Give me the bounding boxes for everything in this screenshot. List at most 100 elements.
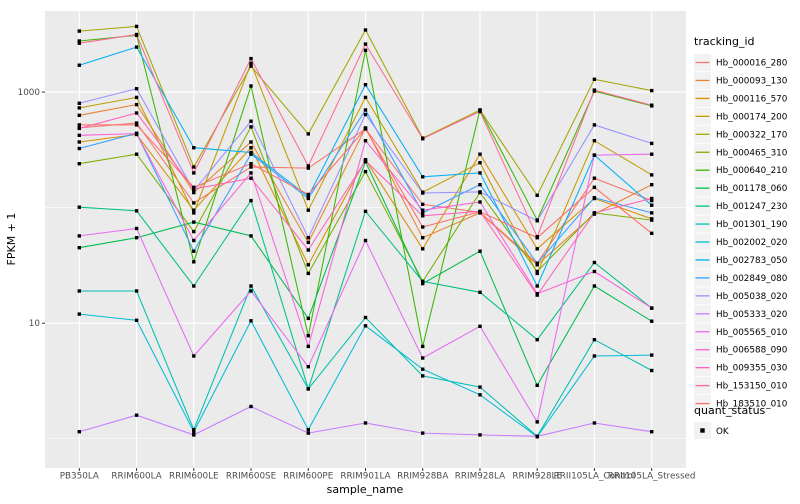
data-point [134, 318, 139, 322]
data-point [421, 191, 425, 195]
data-point [77, 146, 81, 151]
data-point [535, 247, 539, 251]
legend-title: tracking_id [694, 35, 755, 48]
data-point [363, 238, 368, 243]
legend-item-label: Hb_000174_200 [716, 112, 788, 122]
data-point [306, 271, 310, 276]
data-point [306, 344, 310, 349]
data-point [249, 152, 253, 156]
data-point [363, 315, 368, 320]
data-point [249, 140, 253, 144]
data-point [592, 196, 597, 200]
data-point [363, 48, 368, 52]
data-point [421, 356, 425, 360]
legend-item-label: Hb_002783_050 [716, 256, 788, 266]
data-point [306, 166, 310, 170]
data-point [650, 231, 654, 235]
data-point [192, 354, 196, 358]
data-point [77, 140, 81, 144]
data-point [650, 198, 654, 203]
data-point [363, 127, 368, 131]
data-point [478, 433, 482, 437]
data-point [535, 271, 539, 276]
data-point [249, 234, 253, 238]
data-point [249, 289, 253, 293]
data-point [363, 421, 368, 425]
data-point [592, 338, 597, 342]
data-point [478, 190, 482, 194]
data-point [249, 198, 253, 203]
data-point [306, 196, 310, 201]
data-point [421, 344, 425, 349]
legend-item-label: Hb_000465_310 [716, 148, 788, 158]
data-point [306, 387, 310, 391]
data-point [478, 385, 482, 389]
legend-item-label: Hb_000093_130 [716, 76, 788, 86]
data-point [363, 139, 368, 143]
data-point [249, 84, 253, 88]
x-tick-label: RRIM600LE [169, 472, 219, 482]
data-point [478, 200, 482, 204]
data-point [249, 171, 253, 175]
data-point [192, 146, 196, 150]
data-point [77, 63, 81, 67]
data-point [134, 413, 139, 417]
data-point [650, 430, 654, 434]
data-point [421, 214, 425, 218]
data-point [249, 404, 253, 409]
data-point [363, 112, 368, 117]
data-point [192, 190, 196, 195]
data-point [134, 123, 139, 127]
data-point [249, 176, 253, 180]
data-point [134, 95, 139, 100]
data-point [421, 374, 425, 378]
data-point [478, 393, 482, 397]
data-point [192, 165, 196, 169]
x-tick-label: PB350LA [60, 472, 99, 482]
data-point [192, 430, 196, 434]
data-point [249, 284, 253, 288]
data-point [650, 152, 654, 156]
data-point [592, 123, 597, 127]
data-point [306, 316, 310, 321]
data-point [421, 236, 425, 240]
x-axis-title: sample_name [327, 483, 404, 496]
data-point [134, 102, 139, 107]
data-point [306, 236, 310, 240]
data-point [192, 189, 196, 193]
data-point [249, 165, 253, 169]
data-point [77, 430, 81, 434]
data-point [134, 289, 139, 293]
data-point [192, 171, 196, 175]
data-point [77, 113, 81, 117]
data-point [363, 209, 368, 213]
data-point [249, 125, 253, 129]
data-point [249, 64, 253, 68]
data-point [535, 219, 539, 223]
data-point [306, 240, 310, 245]
data-point [77, 126, 81, 131]
data-point [77, 106, 81, 110]
legend-item-label: Hb_006588_090 [716, 346, 788, 356]
legend-item-label: Hb_002849_080 [716, 274, 788, 284]
data-point [363, 95, 368, 100]
data-point [306, 164, 310, 168]
data-point [650, 368, 654, 373]
data-point [306, 431, 310, 435]
data-point [592, 211, 597, 215]
data-point [192, 284, 196, 288]
data-point [478, 109, 482, 114]
data-point [306, 208, 310, 212]
data-point [77, 29, 81, 33]
data-point [478, 183, 482, 187]
data-point [592, 139, 597, 143]
data-point [249, 319, 253, 323]
data-point [134, 131, 139, 136]
legend-item-label: Hb_009355_030 [716, 364, 788, 374]
data-point [535, 236, 539, 240]
data-point [306, 427, 310, 432]
legend-item-label: Hb_183510_010 [716, 400, 788, 410]
data-point [363, 28, 368, 32]
data-point [478, 324, 482, 328]
